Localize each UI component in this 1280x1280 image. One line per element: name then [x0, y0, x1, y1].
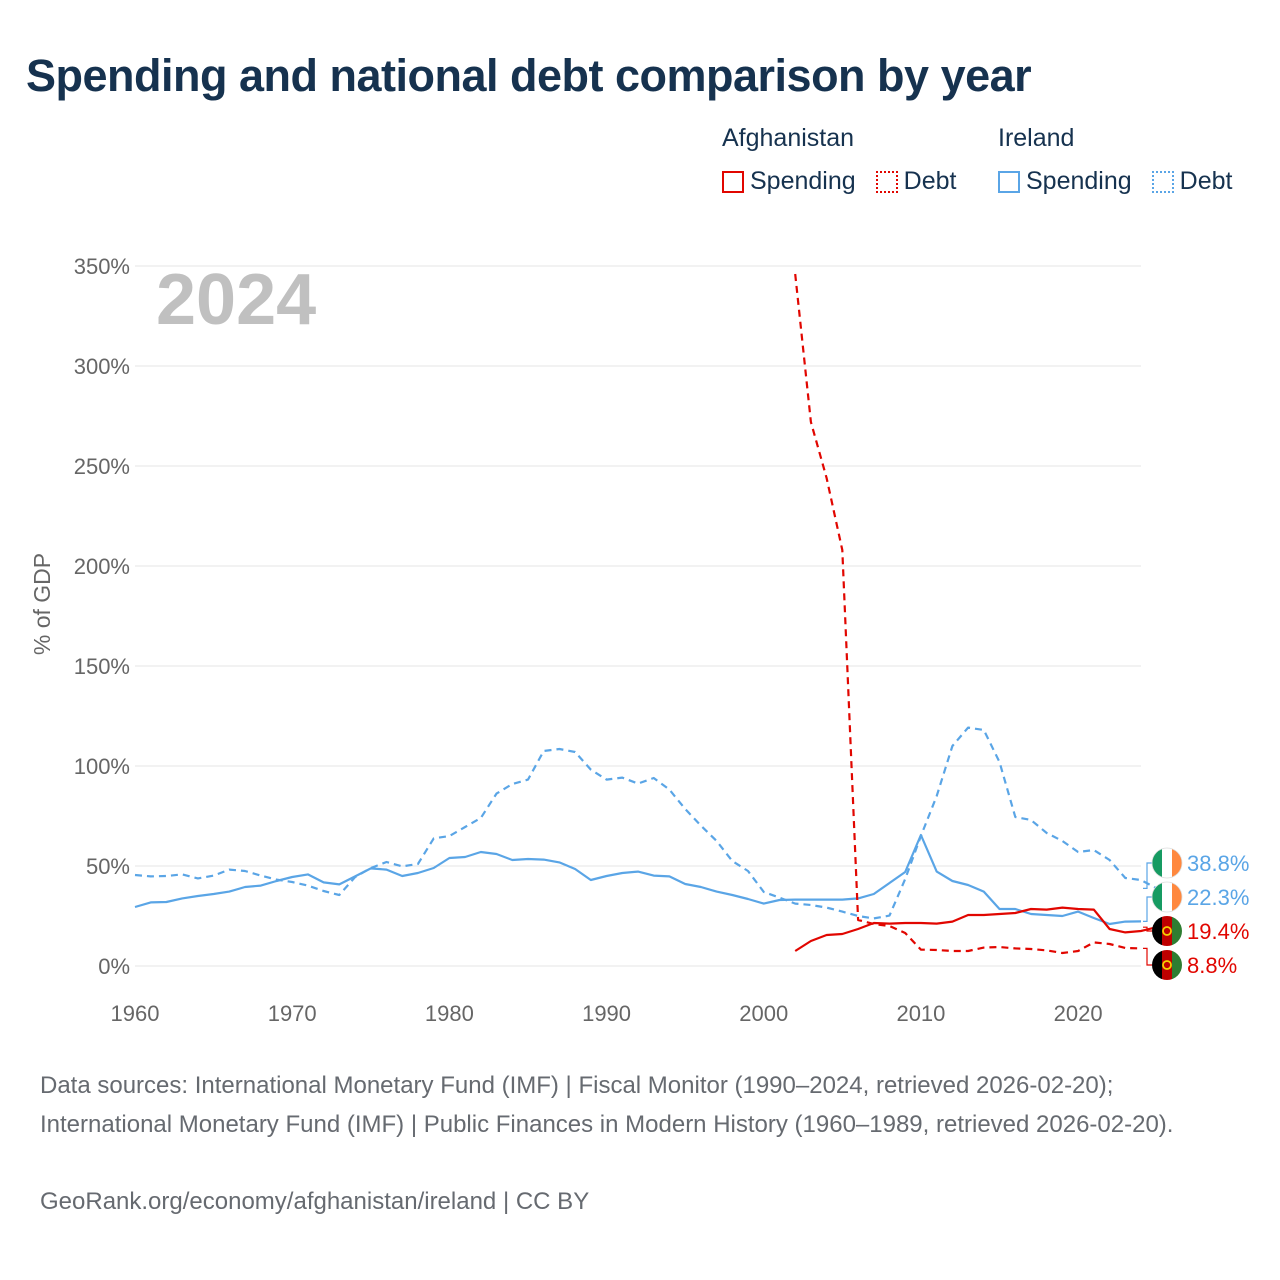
chart-title: Spending and national debt comparison by… — [26, 50, 1032, 101]
y-tick-label: 50% — [86, 854, 130, 879]
legend-label: Debt — [1179, 167, 1233, 195]
label-connector-afghanistan-spending — [1143, 926, 1152, 932]
flag-stripe-orange — [1172, 882, 1182, 912]
flag-stripe-orange — [1172, 848, 1182, 878]
flag-stripe-red — [1162, 950, 1172, 980]
flag-body — [1152, 950, 1182, 980]
x-tick-label: 1970 — [268, 1001, 317, 1026]
series-line-afghanistan-spending — [794, 906, 1157, 952]
y-tick-label: 100% — [74, 754, 130, 779]
y-tick-label: 150% — [74, 654, 130, 679]
end-label-layer: 38.8% 22.3% 19.4% 8.8% — [1143, 847, 1249, 980]
flag-stripe-green — [1172, 950, 1182, 980]
flag-stripe-black — [1152, 916, 1162, 946]
end-label-afghanistan-spending: 19.4% — [1187, 919, 1249, 944]
legend-label: Spending — [1026, 167, 1132, 195]
grid-layer: 0% 50% 100% 150% 200% 250% 300% 350% 1960 1970 198… — [74, 254, 1141, 1026]
end-label-afghanistan-debt: 8.8% — [1187, 953, 1237, 978]
flag-stripe-green — [1152, 848, 1162, 878]
flag-emblem — [1162, 926, 1172, 936]
flag-stripe-red — [1162, 916, 1172, 946]
x-tick-label: 1960 — [111, 1001, 160, 1026]
legend-ireland-title: Ireland — [998, 124, 1075, 152]
legend-afghanistan: Afghanistan Spending Debt — [722, 124, 976, 196]
afghanistan-flag-icon — [1152, 950, 1182, 980]
series-line-afghanistan-debt — [794, 273, 1142, 955]
solid-line-swatch-icon — [998, 170, 1020, 193]
flag-stripe-green — [1152, 882, 1162, 912]
y-tick-label: 300% — [74, 354, 130, 379]
line-chart: 0% 50% 100% 150% 200% 250% 300% 350% 1960 1970 198… — [29, 254, 1249, 1026]
flag-stripe-green — [1172, 916, 1182, 946]
ireland-flag-icon — [1151, 881, 1183, 913]
y-axis-label: % of GDP — [29, 553, 55, 655]
legend-item-afghanistan-spending[interactable]: Spending — [722, 167, 856, 196]
series-line-ireland-debt — [134, 726, 1158, 920]
dotted-line-swatch-icon — [875, 170, 898, 193]
y-tick-label: 250% — [74, 454, 130, 479]
flag-stripe-white — [1162, 882, 1172, 912]
solid-line-swatch-icon — [722, 170, 744, 193]
flag-stripe-white — [1162, 848, 1172, 878]
legend-item-ireland-spending[interactable]: Spending — [998, 167, 1132, 196]
y-tick-label: 200% — [74, 554, 130, 579]
series-line-ireland-spending — [134, 833, 1142, 926]
data-sources: Data sources: International Monetary Fun… — [40, 1072, 1174, 1138]
ireland-flag-icon — [1151, 847, 1183, 879]
x-tick-label: 2010 — [896, 1001, 945, 1026]
x-tick-label: 1980 — [425, 1001, 474, 1026]
x-tick-label: 2020 — [1054, 1001, 1103, 1026]
flag-body — [1152, 916, 1182, 946]
series-layer — [134, 273, 1158, 955]
year-label: 2024 — [156, 260, 316, 340]
legend-afghanistan-title: Afghanistan — [722, 124, 855, 152]
flag-body — [1152, 882, 1182, 912]
flag-outline — [1151, 881, 1183, 913]
end-label-ireland-debt: 38.8% — [1187, 851, 1249, 876]
afghanistan-flag-icon — [1152, 916, 1182, 946]
label-connector-ireland-spending — [1143, 896, 1152, 923]
legend-label: Spending — [750, 167, 856, 195]
legend-item-afghanistan-debt[interactable]: Debt — [875, 167, 957, 196]
dotted-line-swatch-icon — [1151, 170, 1174, 193]
x-tick-label: 1990 — [582, 1001, 631, 1026]
flag-emblem — [1162, 960, 1172, 970]
credit-link[interactable]: GeoRank.org/economy/afghanistan/ireland … — [40, 1188, 590, 1215]
legend-ireland: Ireland Spending Debt — [998, 124, 1232, 196]
flag-body — [1152, 848, 1182, 878]
flag-stripe-black — [1152, 950, 1162, 980]
x-tick-label: 2000 — [739, 1001, 788, 1026]
y-tick-label: 350% — [74, 254, 130, 279]
end-label-ireland-spending: 22.3% — [1187, 885, 1249, 910]
flag-outline — [1151, 847, 1183, 879]
legend-label: Debt — [903, 167, 957, 195]
legend-item-ireland-debt[interactable]: Debt — [1151, 167, 1233, 196]
label-connector-ireland-debt — [1143, 862, 1152, 890]
y-tick-label: 0% — [98, 954, 130, 979]
label-connector-afghanistan-debt — [1143, 947, 1152, 966]
